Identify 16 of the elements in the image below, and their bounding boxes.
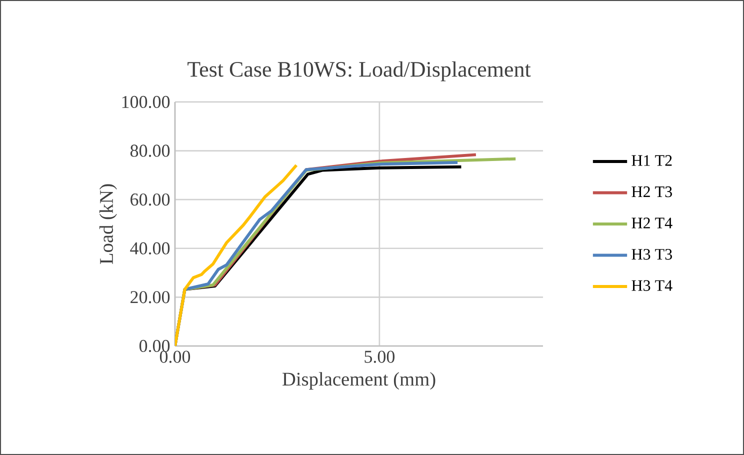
line-series: [174, 164, 298, 346]
y-tick-label: 100.00: [122, 96, 170, 108]
y-tick-label: 20.00: [130, 291, 170, 304]
legend-label: H2 T4: [632, 218, 672, 228]
chart-title: Test Case B10WS: Load/Displacement: [188, 61, 531, 82]
legend-label: H2 T3: [632, 186, 672, 198]
x-axis-title: Displacement (mm): [282, 372, 436, 390]
y-tick-label: 60.00: [130, 193, 170, 206]
legend-label: H1 T2: [632, 155, 672, 166]
legend-label: H3 T4: [632, 280, 672, 291]
x-tick-label: 5.00: [364, 350, 395, 363]
y-tick-label: 0.00: [139, 340, 170, 352]
y-axis-title: Load (kN): [99, 184, 117, 264]
y-tick-label: 80.00: [130, 144, 170, 157]
legend-label: H3 T3: [632, 248, 672, 260]
y-tick-label: 40.00: [130, 242, 170, 255]
